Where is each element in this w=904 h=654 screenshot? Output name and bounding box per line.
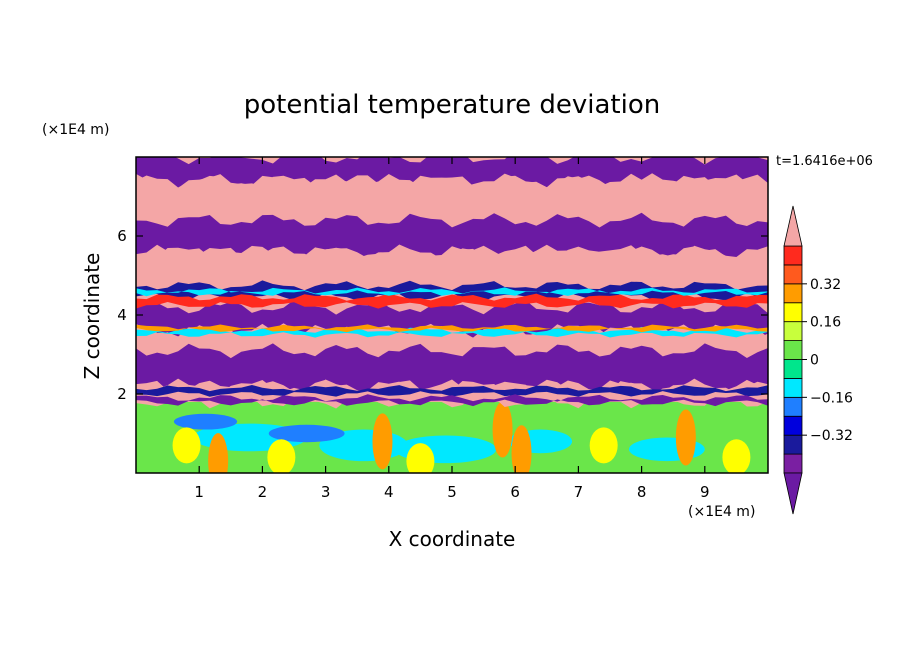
colorbar-swatch bbox=[783, 359, 803, 379]
colorbar-tick-label: −0.32 bbox=[810, 428, 853, 444]
colorbar-swatch bbox=[783, 340, 803, 360]
plume-region bbox=[208, 433, 229, 473]
colorbar-tick-label: −0.16 bbox=[810, 390, 853, 406]
x-tick-label: 6 bbox=[510, 483, 520, 501]
time-label: t=1.6416e+06 bbox=[776, 154, 873, 169]
plume-region bbox=[589, 427, 618, 464]
plume-region bbox=[406, 443, 435, 473]
blue-region bbox=[268, 424, 345, 443]
plot-area bbox=[136, 157, 768, 473]
x-tick-label: 8 bbox=[637, 483, 647, 501]
chart-title: potential temperature deviation bbox=[244, 90, 660, 120]
x-axis: 1 2 3 4 5 6 7 8 9 bbox=[194, 157, 710, 501]
layer-pink bbox=[136, 173, 768, 228]
colorbar-swatch bbox=[783, 321, 803, 341]
plume-region bbox=[372, 413, 393, 470]
layer-purple bbox=[136, 212, 768, 259]
colorbar-tick-label: 0.16 bbox=[810, 315, 841, 331]
y-axis-label: Z coordinate bbox=[80, 253, 104, 380]
mixed-layer-red bbox=[136, 293, 768, 309]
layer-pink bbox=[136, 244, 768, 291]
interface-navy bbox=[136, 385, 768, 397]
interface-orange bbox=[136, 324, 768, 333]
x-unit-label: (×1E4 m) bbox=[688, 504, 755, 520]
x-tick-label: 3 bbox=[321, 483, 331, 501]
colorbar-under bbox=[783, 472, 803, 515]
plume-region bbox=[492, 401, 513, 458]
plume-region bbox=[267, 439, 296, 473]
colorbar-swatch bbox=[783, 264, 803, 285]
interface-purple bbox=[136, 394, 768, 407]
plume-region bbox=[722, 439, 751, 473]
x-axis-label: X coordinate bbox=[389, 527, 516, 551]
colorbar-swatch bbox=[783, 434, 803, 455]
colorbar-swatch bbox=[783, 453, 803, 474]
x-tick-label: 2 bbox=[258, 483, 268, 501]
colorbar-swatch bbox=[783, 302, 803, 323]
colorbar: 0.32 0.16 0 −0.16 −0.32 bbox=[783, 205, 853, 515]
colorbar-tick-label: 0.32 bbox=[810, 277, 841, 293]
colorbar-swatch bbox=[783, 396, 803, 417]
y-tick-label: 4 bbox=[117, 306, 127, 324]
y-tick-label: 2 bbox=[117, 385, 127, 403]
mixed-layer-cyan bbox=[136, 287, 768, 297]
colorbar-swatch bbox=[783, 378, 803, 398]
y-axis: 2 4 6 bbox=[117, 227, 768, 403]
colorbar-swatch bbox=[783, 415, 803, 436]
plume-region bbox=[675, 409, 696, 466]
y-tick-label: 6 bbox=[117, 227, 127, 245]
blue-region bbox=[173, 413, 238, 430]
colorbar-tick-label: 0 bbox=[810, 353, 819, 369]
plume-region bbox=[511, 425, 532, 473]
colorbar-swatch bbox=[783, 245, 803, 266]
x-tick-label: 9 bbox=[700, 483, 710, 501]
y-unit-label: (×1E4 m) bbox=[42, 122, 109, 138]
plume-region bbox=[172, 427, 201, 464]
colorbar-over bbox=[783, 205, 803, 247]
x-tick-label: 7 bbox=[574, 483, 584, 501]
x-tick-label: 1 bbox=[194, 483, 204, 501]
x-tick-label: 5 bbox=[447, 483, 457, 501]
colorbar-swatch bbox=[783, 283, 803, 304]
x-tick-label: 4 bbox=[384, 483, 394, 501]
